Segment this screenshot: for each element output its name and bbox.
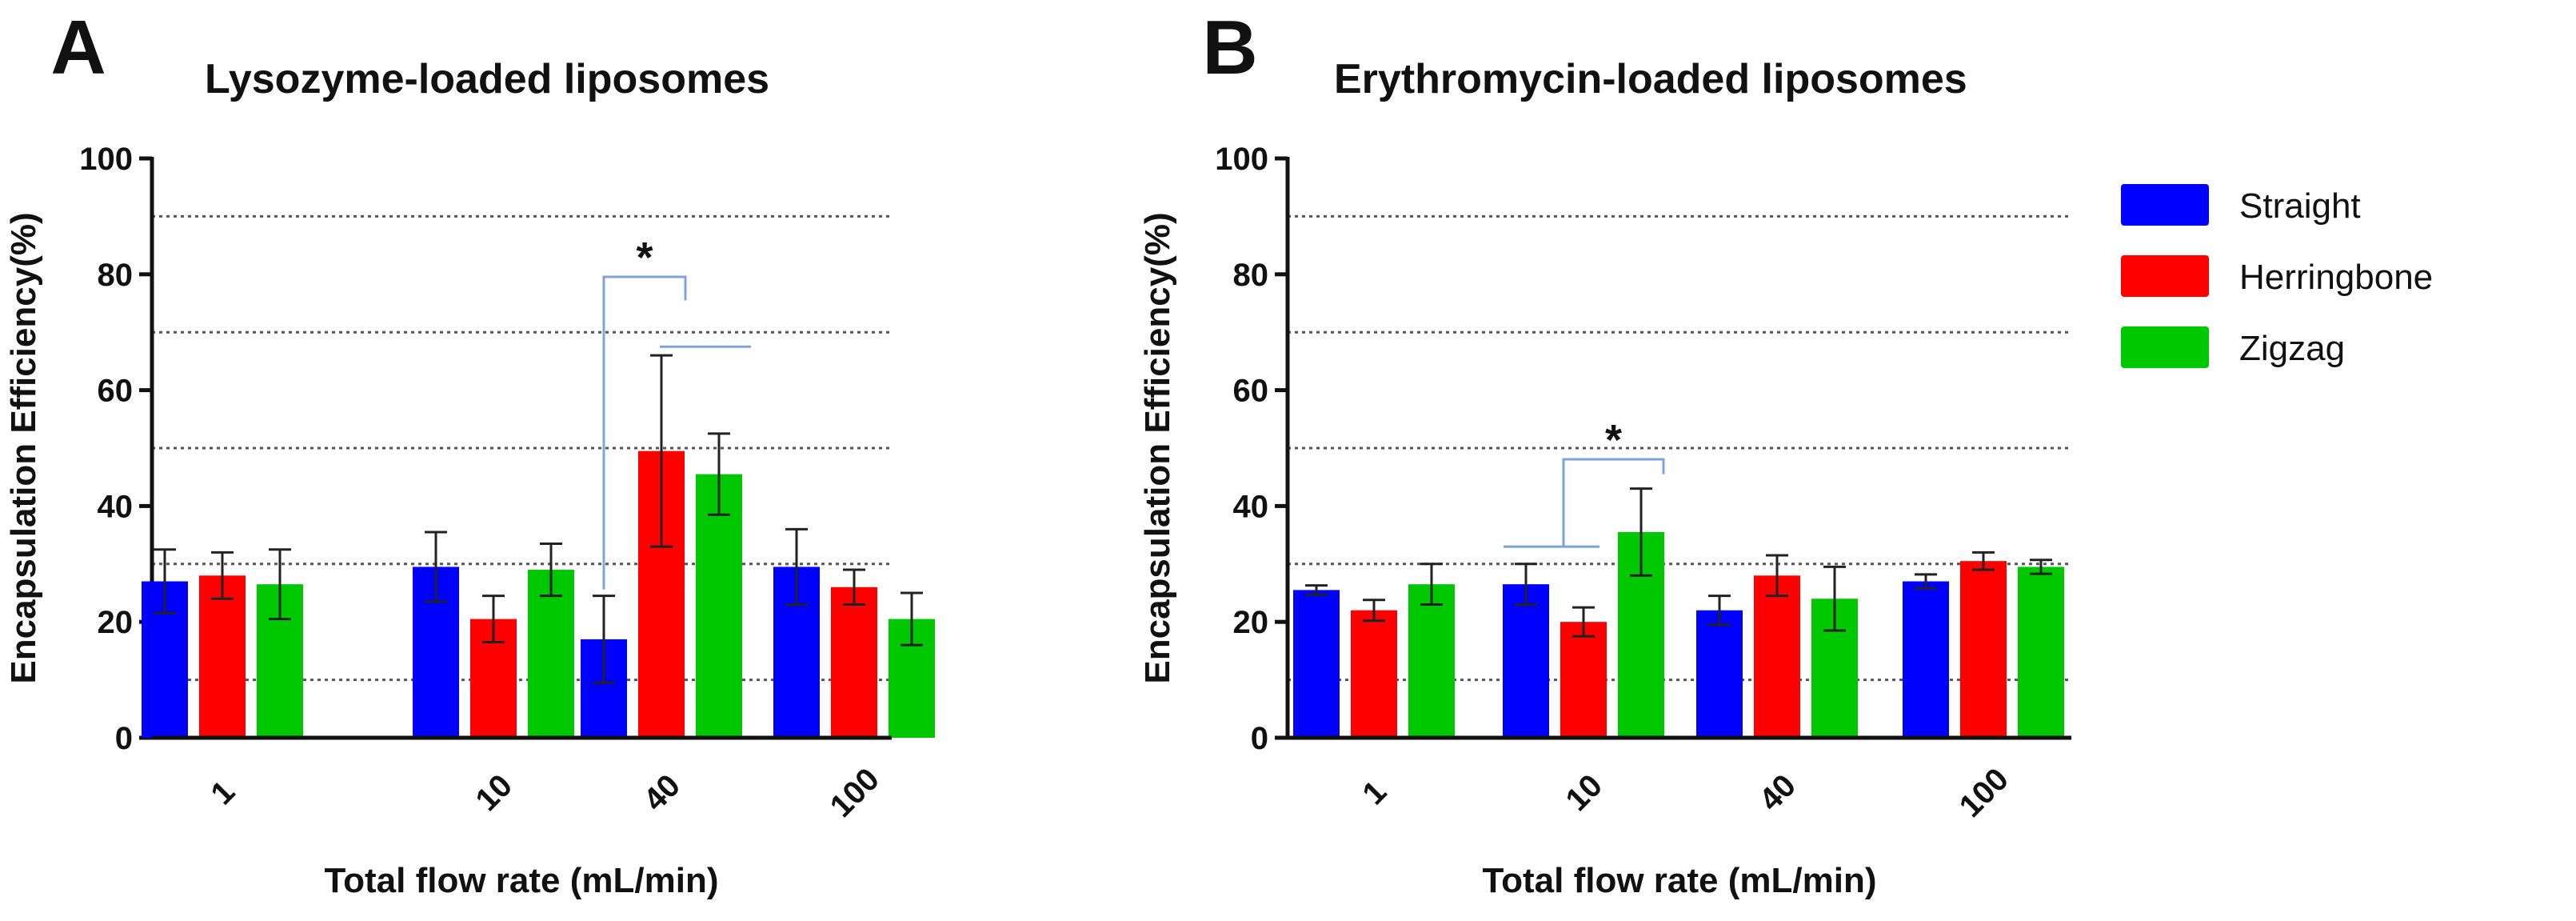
significance-bracket [1562,458,1665,547]
panel-letter: B [1202,5,1257,90]
y-axis-title: Encapsulation Efficiency(%) [1138,212,1177,683]
bar-straight [1293,590,1340,738]
legend-swatch-herringbone [2121,255,2209,297]
bar-zigzag [696,474,742,738]
panel-letter: A [50,5,106,90]
x-category-label: 100 [824,762,886,824]
panel-a: A Lysozyme-loaded liposomes 0 20 40 60 80 100 En… [4,5,935,900]
y-axis-title: Encapsulation Efficiency(%) [4,212,43,683]
significance-bracket [602,275,687,590]
bar-zigzag [528,570,574,738]
bar-straight [1903,581,1949,738]
x-axis-title: Total flow rate (mL/min) [1483,861,1877,900]
y-tick-label: 40 [1233,489,1269,524]
x-category-label: 40 [1753,768,1803,819]
x-category-label: 100 [1953,762,2015,824]
y-tick-label: 80 [98,258,134,293]
panel-b: B Erythromycin-loaded liposomes 0 20 40 60 80 1… [1138,5,2071,900]
x-category-label: 1 [1356,774,1393,811]
x-category-label: 10 [1560,768,1610,819]
legend-label-zigzag: Zigzag [2239,329,2345,368]
bar-herringbone [1754,575,1800,738]
panel-title: Lysozyme-loaded liposomes [205,56,769,102]
panel-title: Erythromycin-loaded liposomes [1334,56,1967,102]
legend-label-herringbone: Herringbone [2239,258,2433,297]
y-tick-label: 80 [1233,258,1269,293]
legend-swatch-zigzag [2121,326,2209,368]
x-axis-title: Total flow rate (mL/min) [325,861,719,900]
x-category-label: 10 [469,768,520,819]
bar-herringbone [1960,561,2007,738]
x-category-label: 1 [204,774,242,811]
bar-herringbone [1560,622,1607,738]
y-tick-label: 60 [98,374,134,409]
y-tick-label: 100 [79,142,133,177]
y-tick-label: 60 [1233,374,1269,409]
significance-star: * [1605,416,1622,464]
y-tick-label: 100 [1215,142,1268,177]
y-tick-label: 0 [1251,721,1268,756]
legend: Straight Herringbone Zigzag [2121,184,2433,368]
x-category-label: 40 [637,768,688,819]
y-tick-label: 20 [1233,605,1269,640]
significance-star: * [636,234,653,282]
legend-swatch-straight [2121,184,2209,226]
bar-zigzag [2018,567,2064,738]
bar-herringbone [831,587,877,738]
y-tick-label: 20 [98,605,134,640]
bar-herringbone [1351,610,1397,738]
bar-straight [1696,610,1743,738]
legend-label-straight: Straight [2239,186,2361,226]
bar-straight [1503,584,1549,738]
y-tick-label: 40 [98,489,134,524]
y-tick-label: 0 [115,721,133,756]
bar-zigzag [1408,584,1455,738]
bar-herringbone [199,575,246,738]
